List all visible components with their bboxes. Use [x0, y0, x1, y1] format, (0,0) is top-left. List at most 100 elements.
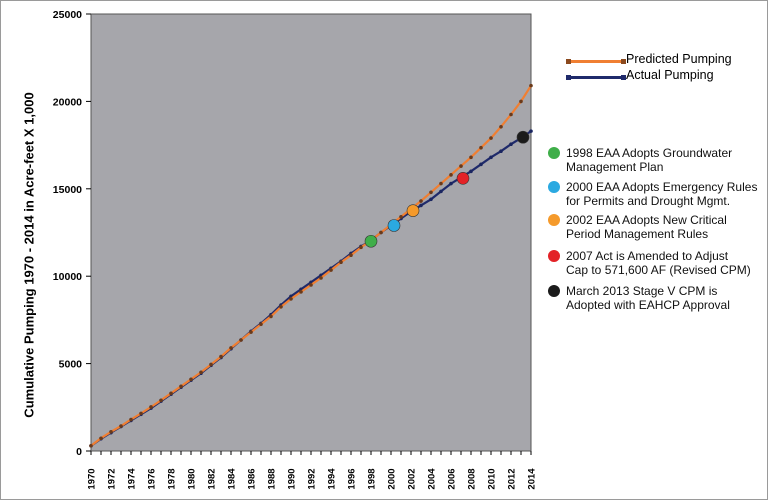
- event-marker-2007: [456, 172, 470, 185]
- x-tick-label: 1970: [87, 468, 98, 489]
- y-axis-label: Cumulative Pumping 1970 - 2014 in Acre-f…: [21, 92, 37, 418]
- data-point-actual: [499, 149, 503, 154]
- event-text-2013: March 2013 Stage V CPM is Adopted with E…: [566, 284, 730, 312]
- data-point-actual: [529, 129, 533, 133]
- data-point-predicted: [419, 199, 423, 203]
- event-text-2002: 2002 EAA Adopts New Critical Period Mana…: [566, 213, 727, 241]
- data-point-predicted: [179, 384, 183, 389]
- x-tick-label: 2012: [507, 468, 518, 489]
- x-tick-label: 1976: [147, 468, 158, 489]
- data-point-predicted: [169, 391, 173, 396]
- data-point-predicted: [189, 377, 193, 382]
- data-point-predicted: [209, 362, 213, 367]
- data-point-predicted: [259, 322, 263, 327]
- event-marker-1998: [364, 234, 378, 248]
- data-point-predicted: [139, 411, 143, 416]
- data-point-predicted: [229, 346, 233, 350]
- event-dot-2002-icon: [548, 214, 560, 226]
- event-text-1998: 1998 EAA Adopts Groundwater Management P…: [566, 146, 733, 174]
- event-marker-2013: [516, 130, 530, 144]
- y-tick-label: 15000: [53, 184, 82, 196]
- data-point-predicted: [479, 145, 483, 150]
- legend-label-predicted: Predicted Pumping: [626, 52, 732, 66]
- event-dot-2000-icon: [548, 181, 560, 193]
- y-tick-label: 10000: [53, 271, 82, 283]
- data-point-predicted: [159, 398, 163, 403]
- data-point-predicted: [489, 136, 493, 140]
- data-point-predicted: [349, 253, 353, 258]
- data-point-actual: [469, 169, 473, 174]
- plot-area: [90, 13, 532, 452]
- data-point-predicted: [329, 268, 333, 272]
- data-point-predicted: [379, 230, 383, 235]
- x-tick-label: 1994: [327, 468, 338, 490]
- data-point-predicted: [219, 354, 223, 359]
- x-tick-label: 1974: [127, 468, 138, 490]
- data-point-actual: [449, 181, 453, 186]
- data-point-predicted: [299, 290, 303, 294]
- x-tick-label: 2014: [527, 468, 538, 490]
- data-point-actual: [479, 162, 483, 167]
- data-point-predicted: [339, 260, 343, 265]
- data-point-predicted: [239, 338, 243, 342]
- data-point-predicted: [509, 112, 513, 117]
- data-point-predicted: [439, 181, 443, 186]
- data-point-predicted: [89, 443, 93, 448]
- data-point-actual: [429, 197, 433, 202]
- x-tick-label: 1992: [307, 468, 318, 489]
- legend-swatch-actual: [566, 75, 626, 80]
- event-text-2007: 2007 Act is Amended to Adjust Cap to 571…: [566, 249, 751, 277]
- data-point-predicted: [319, 276, 323, 280]
- data-point-predicted: [399, 214, 403, 219]
- data-point-predicted: [269, 314, 273, 319]
- data-point-actual: [509, 142, 513, 147]
- data-point-predicted: [459, 164, 463, 168]
- data-point-predicted: [499, 124, 503, 129]
- data-point-predicted: [149, 405, 153, 409]
- data-point-predicted: [519, 99, 523, 104]
- x-tick-label: 1996: [347, 468, 358, 489]
- data-point-predicted: [469, 155, 473, 160]
- event-marker-2002: [406, 204, 420, 217]
- x-tick-label: 2008: [467, 468, 478, 489]
- data-point-actual: [439, 189, 443, 194]
- event-text-2000: 2000 EAA Adopts Emergency Rules for Perm…: [566, 180, 758, 208]
- y-tick-label: 20000: [53, 96, 82, 108]
- x-tick-label: 2002: [407, 468, 418, 489]
- x-tick-label: 1998: [367, 468, 378, 489]
- data-point-predicted: [199, 370, 203, 375]
- x-tick-label: 1982: [207, 468, 218, 489]
- legend-label-actual: Actual Pumping: [626, 68, 714, 82]
- y-tick-label: 25000: [53, 9, 82, 21]
- x-tick-label: 2000: [387, 468, 398, 489]
- data-point-predicted: [119, 424, 123, 428]
- event-dot-2013-icon: [548, 285, 560, 297]
- data-point-predicted: [279, 304, 283, 309]
- x-tick-label: 1980: [187, 468, 198, 489]
- data-point-predicted: [529, 83, 533, 88]
- data-point-predicted: [129, 417, 133, 422]
- x-tick-label: 1986: [247, 468, 258, 489]
- data-point-predicted: [309, 283, 313, 287]
- y-tick-label: 0: [76, 446, 82, 458]
- x-tick-label: 1984: [227, 468, 238, 490]
- data-point-predicted: [99, 436, 103, 441]
- data-point-predicted: [109, 429, 113, 434]
- data-point-predicted: [289, 297, 293, 301]
- x-tick-label: 2006: [447, 468, 458, 489]
- x-tick-label: 1972: [107, 468, 118, 489]
- event-dot-2007-icon: [548, 250, 560, 262]
- y-tick-label: 5000: [59, 359, 83, 371]
- event-dot-1998-icon: [548, 147, 560, 159]
- event-marker-2000: [387, 219, 401, 232]
- data-point-predicted: [359, 245, 363, 250]
- x-tick-label: 1990: [287, 468, 298, 489]
- x-tick-label: 1978: [167, 468, 178, 489]
- data-point-predicted: [429, 190, 433, 195]
- data-point-actual: [419, 203, 423, 208]
- legend-swatch-predicted: [566, 59, 626, 64]
- x-tick-label: 2004: [427, 468, 438, 490]
- data-point-predicted: [249, 330, 253, 334]
- x-tick-label: 2010: [487, 468, 498, 489]
